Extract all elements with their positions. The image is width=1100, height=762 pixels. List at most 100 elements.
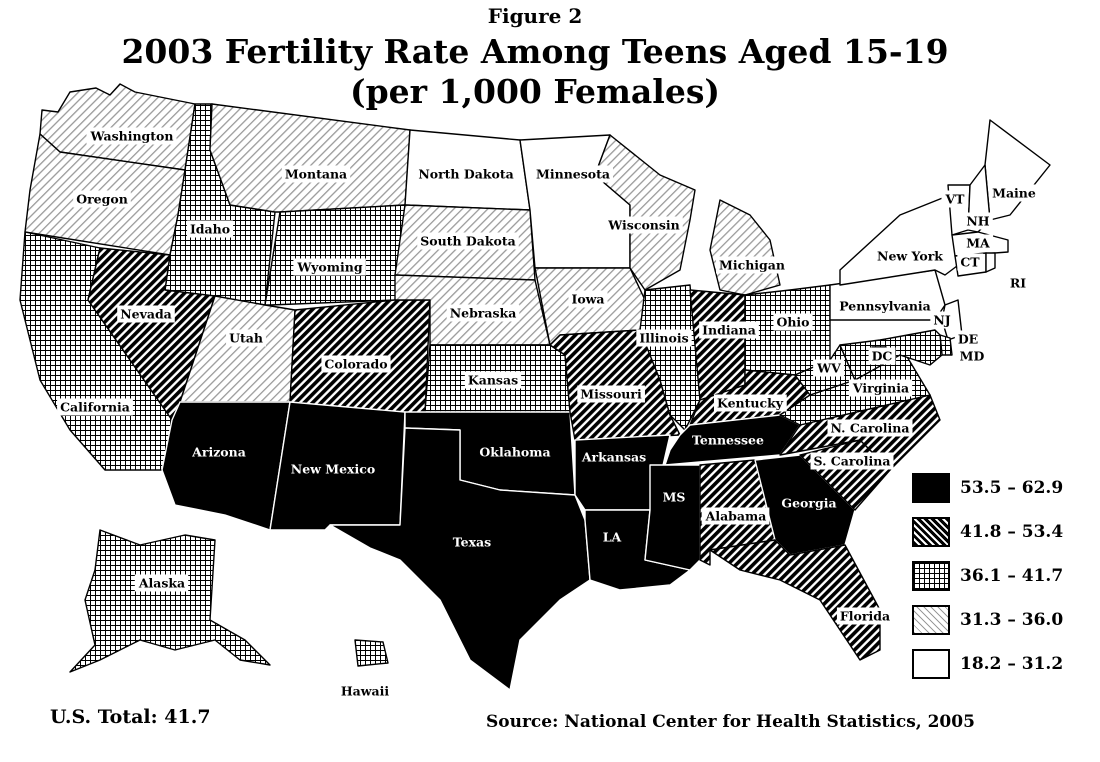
title-line-1: 2003 Fertility Rate Among Teens Aged 15-…: [121, 32, 949, 71]
state-label-text: Alabama: [705, 509, 767, 524]
state-alaska: [69, 529, 271, 673]
state-label-utah: Utah: [226, 329, 266, 347]
state-wyoming: [264, 204, 406, 306]
legend-swatch: [912, 473, 950, 503]
state-label-background: [281, 165, 351, 183]
state-label-text: Michigan: [719, 258, 785, 273]
state-label-arkansas: Arkansas: [577, 448, 650, 466]
state-label-georgia: Georgia: [778, 494, 840, 512]
state-label-background: [810, 452, 894, 470]
state-label-text: Alaska: [138, 576, 185, 591]
state-label-iowa: Iowa: [568, 290, 608, 308]
state-label-background: [773, 313, 813, 331]
state-label-south-dakota: South Dakota: [417, 232, 519, 250]
state-label-text: Indiana: [702, 323, 756, 338]
state-label-text: DE: [958, 332, 978, 347]
state-label-s-carolina: S. Carolina: [810, 452, 894, 470]
state-label-background: [476, 443, 554, 461]
state-label-background: [954, 330, 982, 348]
state-label-text: CT: [960, 255, 980, 270]
state-label-background: [449, 533, 495, 551]
state-label-idaho: Idaho: [186, 220, 234, 238]
state-label-dc: DC: [868, 347, 896, 365]
state-label-new-york: New York: [874, 247, 947, 265]
state-florida: [709, 539, 881, 661]
state-ri: [985, 252, 996, 273]
state-label-background: [716, 256, 788, 274]
state-montana: [209, 103, 411, 213]
legend-swatch: [912, 649, 950, 679]
legend-label: 53.5 – 62.9: [960, 478, 1064, 498]
state-label-background: [836, 297, 934, 315]
state-label-new-mexico: New Mexico: [287, 460, 379, 478]
legend-swatch: [912, 605, 950, 635]
state-label-background: [778, 494, 840, 512]
state-label-de: DE: [954, 330, 982, 348]
state-label-maine: Maine: [989, 184, 1039, 202]
state-label-wisconsin: Wisconsin: [604, 216, 683, 234]
state-maine: [984, 119, 1051, 221]
state-label-text: LA: [603, 530, 622, 545]
state-label-nebraska: Nebraska: [446, 304, 520, 322]
state-label-background: [699, 321, 759, 339]
state-label-background: [713, 394, 787, 412]
state-label-background: [868, 347, 896, 365]
state-label-text: NH: [966, 214, 989, 229]
state-label-pennsylvania: Pennsylvania: [836, 297, 934, 315]
state-label-minnesota: Minnesota: [533, 165, 613, 183]
title-line-2: (per 1,000 Females): [349, 72, 721, 111]
state-label-missouri: Missouri: [577, 385, 645, 403]
state-label-background: [337, 682, 393, 700]
state-label-text: Colorado: [324, 357, 387, 372]
state-label-background: [226, 329, 266, 347]
state-label-background: [836, 607, 894, 625]
legend-item-c1: 53.5 – 62.9: [912, 470, 1092, 506]
state-label-background: [568, 290, 608, 308]
state-label-wv: WV: [813, 359, 845, 377]
state-label-text: Arkansas: [581, 450, 646, 465]
state-label-wyoming: Wyoming: [293, 258, 366, 276]
state-label-background: [57, 398, 133, 416]
state-label-california: California: [57, 398, 133, 416]
state-label-text: Minnesota: [536, 167, 610, 182]
state-label-oregon: Oregon: [73, 190, 131, 208]
map-title: 2003 Fertility Rate Among Teens Aged 15-…: [0, 32, 1070, 112]
state-label-arizona: Arizona: [188, 443, 249, 461]
state-label-text: New York: [877, 249, 943, 264]
state-label-ohio: Ohio: [773, 313, 813, 331]
legend: 53.5 – 62.9 41.8 – 53.4 36.1 – 41.7 31.3 – …: [912, 470, 1092, 690]
state-label-background: [848, 379, 913, 397]
state-wisconsin: [594, 134, 696, 291]
state-label-text: MD: [960, 349, 985, 364]
legend-label: 18.2 – 31.2: [960, 654, 1064, 674]
state-label-tennessee: Tennessee: [689, 431, 768, 449]
state-label-background: [941, 190, 969, 208]
state-label-text: MS: [663, 490, 686, 505]
state-label-text: Nevada: [120, 307, 172, 322]
state-label-text: Virginia: [852, 381, 909, 396]
state-label-text: Wyoming: [296, 260, 362, 275]
state-label-text: Oregon: [76, 192, 128, 207]
state-label-text: California: [60, 400, 130, 415]
state-label-text: Illinois: [639, 331, 688, 346]
state-label-text: N. Carolina: [831, 421, 910, 436]
legend-item-c3: 36.1 – 41.7: [912, 558, 1092, 594]
state-label-background: [604, 216, 683, 234]
state-label-background: [957, 253, 984, 271]
state-label-text: Wisconsin: [607, 218, 680, 233]
state-label-text: WV: [816, 361, 841, 376]
state-label-background: [874, 247, 947, 265]
us-total: U.S. Total: 41.7: [50, 706, 211, 728]
state-label-text: Texas: [453, 535, 491, 550]
state-label-text: Kansas: [468, 373, 518, 388]
state-label-background: [813, 359, 845, 377]
state-label-text: RI: [1010, 276, 1026, 291]
state-label-background: [293, 258, 366, 276]
state-label-text: Tennessee: [692, 433, 764, 448]
figure-label: Figure 2: [487, 4, 583, 28]
state-label-colorado: Colorado: [321, 355, 391, 373]
state-label-md: MD: [956, 347, 988, 365]
state-label-text: Idaho: [190, 222, 230, 237]
state-label-background: [1006, 274, 1030, 292]
